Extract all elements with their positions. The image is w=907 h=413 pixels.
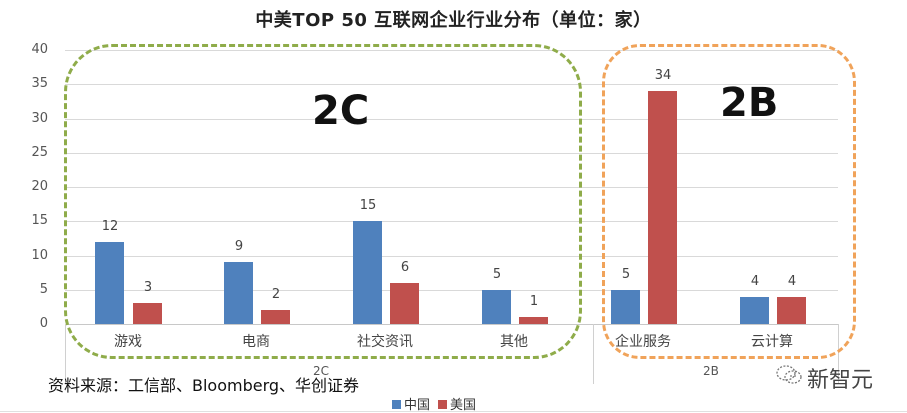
legend-label-us: 美国 [450, 398, 477, 413]
group-label-2b: 2B [703, 364, 719, 378]
legend-item-us: 美国 [438, 394, 476, 413]
value-label: 3 [143, 280, 153, 295]
x-axis-line [65, 324, 838, 325]
value-label: 5 [621, 267, 631, 282]
y-tick-35: 35 [31, 76, 48, 91]
annotation-box-2c [64, 44, 582, 359]
gridline-10 [65, 256, 838, 257]
bar-us-qiyefuwu[interactable] [648, 91, 677, 324]
gridline-5 [65, 290, 838, 291]
value-label: 34 [654, 68, 672, 83]
value-label: 6 [400, 260, 410, 275]
bar-cn-yunjisuan[interactable] [740, 297, 769, 324]
bar-us-dianshang[interactable] [261, 310, 290, 324]
category-label-youxi: 游戏 [114, 334, 142, 350]
watermark-text: 新智元 [807, 368, 874, 393]
y-tick-25: 25 [31, 145, 48, 160]
source-note: 资料来源：工信部、Bloomberg、华创证券 [48, 376, 360, 395]
wechat-icon [775, 364, 803, 392]
value-label: 1 [529, 294, 539, 309]
bar-cn-dianshang[interactable] [224, 262, 253, 324]
group-label-2c: 2C [313, 364, 330, 378]
y-tick-20: 20 [31, 179, 48, 194]
bar-us-shejiao[interactable] [390, 283, 419, 324]
y-tick-5: 5 [39, 282, 48, 297]
value-label: 12 [101, 219, 119, 234]
legend: 中国 美国 [392, 394, 476, 413]
value-label: 5 [492, 267, 502, 282]
annotation-2c: 2C [312, 88, 370, 134]
y-tick-10: 10 [31, 248, 48, 263]
category-label-qita: 其他 [500, 334, 528, 350]
bar-us-yunjisuan[interactable] [777, 297, 806, 324]
gridline-20 [65, 187, 838, 188]
axis-left-tick [65, 324, 66, 384]
axis-right-tick [838, 324, 839, 384]
gridline-25 [65, 153, 838, 154]
bar-cn-youxi[interactable] [95, 242, 124, 324]
value-label: 4 [787, 274, 797, 289]
gridline-40 [65, 50, 838, 51]
y-tick-40: 40 [31, 42, 48, 57]
bar-cn-shejiao[interactable] [353, 221, 382, 324]
annotation-box-2b [602, 44, 856, 359]
group-separator [593, 324, 594, 384]
y-tick-30: 30 [31, 111, 48, 126]
category-label-dianshang: 电商 [242, 334, 270, 350]
legend-label-cn: 中国 [404, 398, 431, 413]
category-label-shejiao: 社交资讯 [357, 334, 413, 350]
value-label: 2 [271, 287, 281, 302]
legend-swatch-cn [392, 400, 401, 409]
bar-cn-qiyefuwu[interactable] [611, 290, 640, 324]
category-label-yunjisuan: 云计算 [751, 334, 793, 350]
value-label: 15 [359, 198, 377, 213]
gridline-30 [65, 119, 838, 120]
chart-title: 中美TOP 50 互联网企业行业分布（单位：家） [255, 10, 652, 31]
y-tick-15: 15 [31, 213, 48, 228]
gridline-35 [65, 84, 838, 85]
value-label: 4 [750, 274, 760, 289]
legend-swatch-us [438, 400, 448, 409]
bar-us-qita[interactable] [519, 317, 548, 324]
legend-item-cn: 中国 [392, 394, 430, 413]
bar-cn-qita[interactable] [482, 290, 511, 324]
y-tick-0: 0 [39, 316, 48, 331]
watermark: 新智元 [775, 362, 873, 394]
annotation-2b: 2B [720, 80, 779, 126]
bar-us-youxi[interactable] [133, 303, 162, 324]
gridline-15 [65, 221, 838, 222]
value-label: 9 [234, 239, 244, 254]
